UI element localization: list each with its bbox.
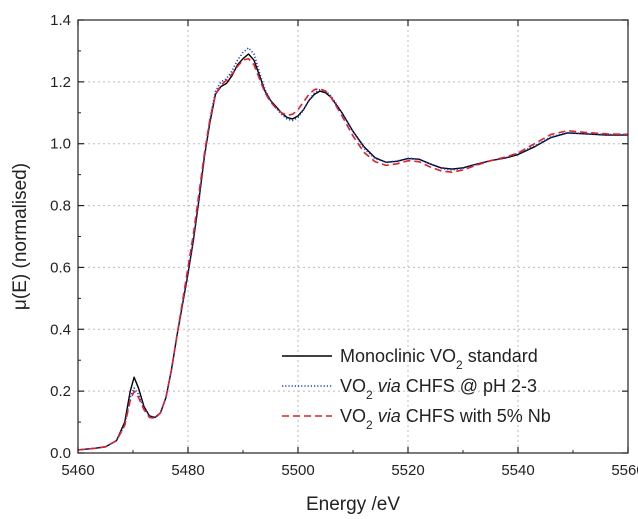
x-tick-label: 5480 [171, 462, 204, 479]
legend: Monoclinic VO2 standard VO2 via CHFS @ pH… [282, 346, 551, 432]
y-tick-label: 1.4 [50, 12, 71, 29]
y-tick-label: 0.8 [50, 198, 71, 215]
y-tick-label: 0.4 [50, 321, 71, 338]
y-tick-label: 0.0 [50, 445, 71, 462]
y-tick-labels: 0.0 0.2 0.4 0.6 0.8 1.0 1.2 1.4 [50, 12, 71, 462]
grid-lines [78, 20, 628, 453]
x-tick-label: 5540 [501, 462, 534, 479]
series-line-3 [77, 57, 629, 451]
series-lines [77, 47, 629, 451]
legend-label-2: VO2 via CHFS @ pH 2-3 [340, 376, 537, 402]
y-tick-label: 1.2 [50, 74, 71, 91]
y-tick-label: 0.6 [50, 259, 71, 276]
legend-label-1: Monoclinic VO2 standard [340, 346, 538, 372]
y-tick-label: 1.0 [50, 136, 71, 153]
axis-ticks [77, 19, 629, 454]
x-tick-label: 5500 [281, 462, 314, 479]
legend-label-3: VO2 via CHFS with 5% Nb [340, 406, 551, 432]
y-tick-label: 0.2 [50, 383, 71, 400]
y-axis-title: μ(E) (normalised) [10, 163, 31, 310]
x-tick-label: 5460 [61, 462, 94, 479]
x-tick-label: 5520 [391, 462, 424, 479]
x-axis-title: Energy /eV [306, 494, 400, 515]
